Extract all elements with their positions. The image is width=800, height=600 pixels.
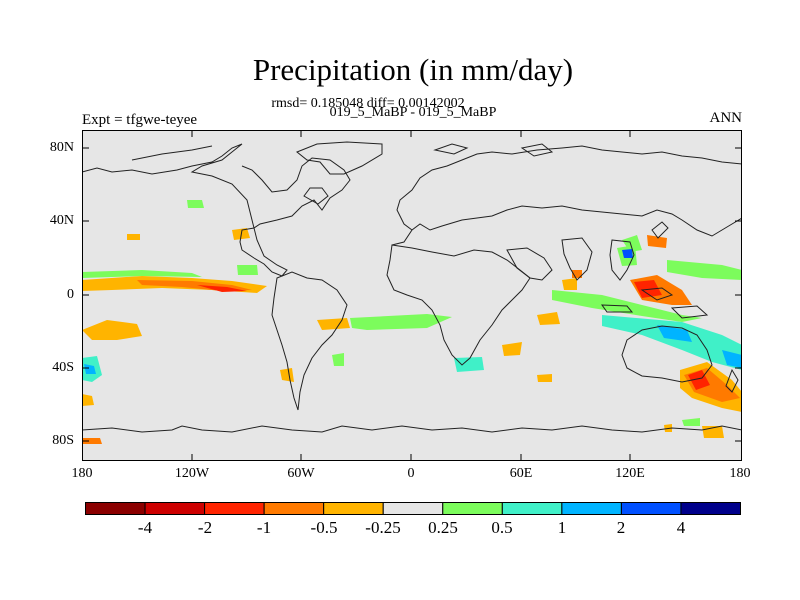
season-label: ANN [709,110,743,126]
experiment-label: Expt = tfgwe-teyee [82,112,198,128]
precip-anomaly-fill [82,200,742,444]
colorbar-swatch [263,502,325,515]
lat-tick-40n: 40N [49,213,74,228]
colorbar-swatch [204,502,265,515]
colorbar-label: -2 [197,518,213,537]
plot-title: Precipitation (in mm/day) [252,52,574,87]
colorbar-swatch [620,502,682,515]
precipitation-map [82,130,742,461]
lon-tick-180w: 180 [71,466,93,481]
colorbar-label: -0.25 [365,518,401,537]
colorbar-label: -0.5 [310,518,338,537]
map-background [82,130,742,461]
lon-tick-180e: 180 [729,466,751,481]
colorbar-swatch [323,502,384,515]
continent-outlines [82,141,742,433]
rmsd-diff-stats: rmsd= 0.185048 diff= 0.00142002 [271,96,465,111]
colorbar-swatch [561,502,622,515]
lat-tick-eq: 0 [67,287,74,302]
colorbar-label: 1 [557,518,567,537]
case-comparison: 019_5_MaBP - 019_5_MaBP [329,105,497,120]
colorbar-label: 0.25 [428,518,458,537]
colorbar-swatch [680,502,741,515]
colorbar-swatch [442,502,503,515]
colorbar-swatch [144,502,206,515]
lat-tick-80n: 80N [49,140,74,155]
lat-tick-80s: 80S [52,433,74,448]
lon-tick-60w: 60W [287,466,315,481]
colorbar-label: 0.5 [491,518,513,537]
lon-tick-0: 0 [407,466,415,481]
axis-ticks [82,130,742,461]
lon-tick-60e: 60E [509,466,533,481]
lon-tick-120e: 120E [615,466,645,481]
colorbar [85,502,741,515]
colorbar-swatch [501,502,563,515]
colorbar-label: -4 [137,518,153,537]
colorbar-label: -1 [256,518,272,537]
lat-tick-40s: 40S [52,360,74,375]
colorbar-swatch [85,502,146,515]
colorbar-swatch [382,502,444,515]
colorbar-label: 2 [616,518,626,537]
colorbar-label: 4 [676,518,686,537]
lon-tick-120w: 120W [174,466,210,481]
